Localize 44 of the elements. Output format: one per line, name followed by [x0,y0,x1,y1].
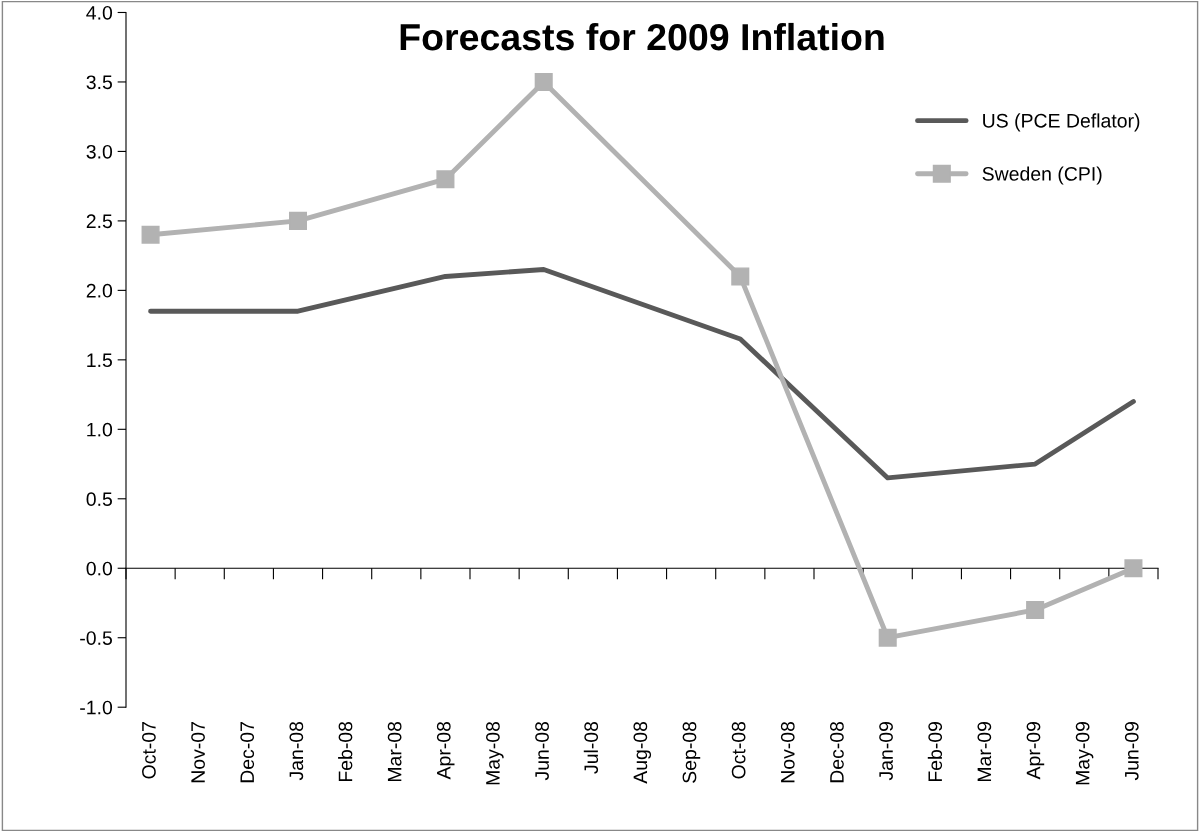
x-tick-label: Apr-09 [1026,722,1045,780]
x-tick-label: Apr-08 [436,721,455,780]
point [288,211,308,230]
y-tick-label: 3.0 [86,144,113,159]
x-tick-label: Mar-08 [387,721,402,782]
x-tick-label: Oct-08 [731,721,746,779]
legend-label: Sweden (CPI) [982,166,1102,185]
y-tick-label: 4.0 [86,5,113,20]
x-tick-label: Feb-08 [338,721,353,782]
point [534,72,553,91]
y-tick-label: 2.0 [86,283,113,298]
x-tick-label: Dec-08 [830,721,844,783]
point [878,628,897,647]
x-tick-label: May-08 [486,721,504,785]
y-tick-label: 1.5 [87,353,112,368]
x-tick-label: Feb-09 [927,722,943,782]
x-tick-label: Aug-08 [633,721,652,784]
y-tick-label: 1.0 [87,422,113,437]
point [436,170,455,189]
x-tick-label: Jun-08 [535,721,549,781]
point [731,267,750,286]
y-tick-label: -1.0 [80,700,113,715]
x-tick-label: Jan-09 [879,722,893,781]
y-tick-label: -0.5 [80,631,112,645]
chart-title: Forecasts for 2009 Inflation [400,22,884,51]
legend-label: US (PCE Deflator) [983,113,1140,132]
x-tick-label: Nov-07 [191,722,205,783]
y-tick-label: 2.5 [86,214,112,229]
x-tick-label: Jul-08 [583,721,599,774]
x-tick-label: Sep-08 [682,721,701,783]
x-tick-label: Dec-07 [240,722,255,783]
point [1124,559,1143,578]
x-tick-label: May-09 [1075,722,1094,785]
x-tick-label: Oct-07 [142,722,156,779]
x-tick-label: Nov-08 [780,721,795,783]
point [141,225,160,244]
x-tick-label: Mar-09 [977,722,992,782]
point [1026,600,1045,619]
y-tick-label: 0.5 [86,492,112,507]
x-tick-label: Jun-09 [1124,722,1139,781]
y-tick-label: 0.0 [86,561,113,576]
x-tick-label: Jan-08 [289,721,304,781]
line-series [148,267,1136,481]
y-tick-label: 3.5 [86,75,112,90]
